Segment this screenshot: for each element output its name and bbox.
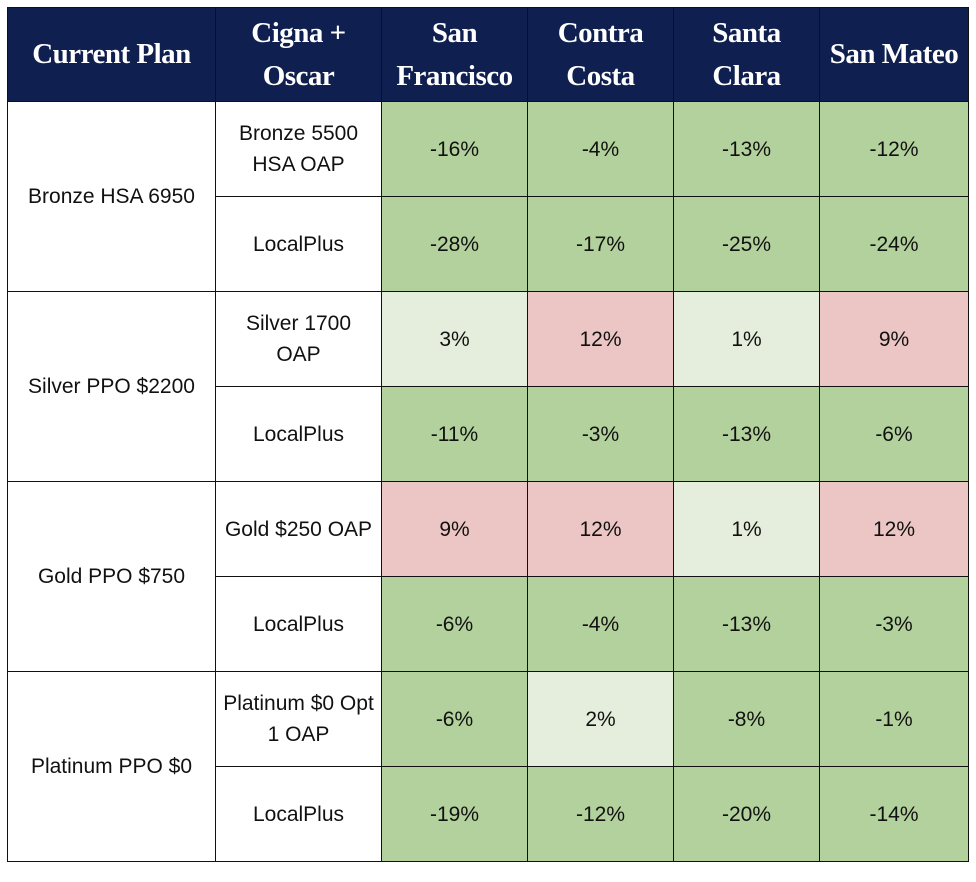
header-cell: Santa Clara (673, 7, 820, 102)
change-cell: -3% (819, 576, 969, 672)
table-row: LocalPlus -6% -4% -13% -3% (8, 576, 969, 672)
change-cell: -25% (673, 196, 820, 292)
header-cell: Cigna + Oscar (215, 7, 382, 102)
change-cell: 2% (527, 671, 674, 767)
change-cell: 3% (381, 291, 528, 387)
change-cell: -14% (819, 766, 969, 862)
change-cell: -12% (819, 101, 969, 197)
change-cell: -16% (381, 101, 528, 197)
change-cell: 12% (527, 481, 674, 577)
change-cell: -1% (819, 671, 969, 767)
change-cell: -13% (673, 576, 820, 672)
current-plan-cell: Gold PPO $750 (7, 481, 216, 672)
table-row: Platinum PPO $0 Platinum $0 Opt 1 OAP -6% 2… (7, 671, 969, 862)
table-row: Bronze HSA 6950 Bronze 5500 HSA OAP -16% -4… (7, 101, 969, 292)
table-row: LocalPlus -28% -17% -25% -24% (8, 196, 969, 292)
option-cell: LocalPlus (215, 576, 382, 672)
header-cell: Contra Costa (527, 7, 674, 102)
table-row: Gold PPO $750 Gold $250 OAP 9% 12% 1% 12% (7, 481, 969, 672)
option-cell: Gold $250 OAP (215, 481, 382, 577)
change-cell: -4% (527, 576, 674, 672)
change-cell: -19% (381, 766, 528, 862)
option-cell: LocalPlus (215, 766, 382, 862)
change-cell: 12% (819, 481, 969, 577)
change-cell: -20% (673, 766, 820, 862)
table-body: Bronze HSA 6950 Bronze 5500 HSA OAP -16% -4… (7, 101, 969, 862)
header-row: Current Plan Cigna + Oscar San Francisco Co… (7, 7, 969, 102)
change-cell: 9% (819, 291, 969, 387)
change-cell: -24% (819, 196, 969, 292)
table-row: Silver PPO $2200 Silver 1700 OAP 3% 12% 1% 9% (7, 291, 969, 482)
option-cell: Platinum $0 Opt 1 OAP (215, 671, 382, 767)
header-cell: Current Plan (7, 7, 216, 102)
header-cell: San Francisco (381, 7, 528, 102)
change-cell: -11% (381, 386, 528, 482)
current-plan-cell: Platinum PPO $0 (7, 671, 216, 862)
change-cell: -6% (381, 576, 528, 672)
change-cell: 12% (527, 291, 674, 387)
change-cell: -17% (527, 196, 674, 292)
change-cell: -6% (819, 386, 969, 482)
option-cell: LocalPlus (215, 196, 382, 292)
change-cell: -8% (673, 671, 820, 767)
change-cell: -13% (673, 386, 820, 482)
option-cell: LocalPlus (215, 386, 382, 482)
table-row: LocalPlus -11% -3% -13% -6% (8, 386, 969, 482)
change-cell: 1% (673, 481, 820, 577)
change-cell: -13% (673, 101, 820, 197)
change-cell: -3% (527, 386, 674, 482)
current-plan-cell: Silver PPO $2200 (7, 291, 216, 482)
current-plan-cell: Bronze HSA 6950 (7, 101, 216, 292)
change-cell: -28% (381, 196, 528, 292)
change-cell: -6% (381, 671, 528, 767)
comparison-table: Current Plan Cigna + Oscar San Francisco Co… (7, 7, 969, 862)
table-row: LocalPlus -19% -12% -20% -14% (8, 766, 969, 862)
change-cell: -12% (527, 766, 674, 862)
option-cell: Bronze 5500 HSA OAP (215, 101, 382, 197)
change-cell: 9% (381, 481, 528, 577)
header-cell: San Mateo (819, 7, 969, 102)
change-cell: 1% (673, 291, 820, 387)
change-cell: -4% (527, 101, 674, 197)
option-cell: Silver 1700 OAP (215, 291, 382, 387)
